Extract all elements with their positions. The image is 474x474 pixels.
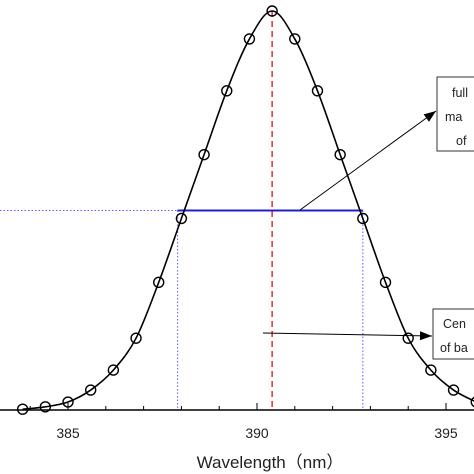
- fwhm-annotation-arrow-head: [423, 111, 436, 122]
- data-point: [311, 85, 324, 97]
- data-point: [16, 403, 29, 415]
- tick-layer: 385 390 395: [29, 403, 458, 441]
- x-tick-label: 395: [434, 425, 458, 441]
- data-point: [243, 33, 256, 45]
- data-point: [175, 212, 188, 225]
- annotation-fwhm-line-3: of: [456, 134, 467, 148]
- annotation-fwhm-line-2: ma: [445, 110, 462, 124]
- annotation-center-box: [432, 308, 474, 360]
- data-point: [39, 401, 52, 413]
- curve-layer: [22, 10, 474, 410]
- marker-layer: [16, 5, 474, 415]
- arrow-layer: [262, 110, 437, 341]
- data-point: [221, 85, 233, 97]
- annotation-center-line-2: of ba: [440, 341, 468, 355]
- data-point: [402, 332, 414, 344]
- annotation-fwhm-box: [436, 76, 474, 152]
- data-point: [107, 364, 120, 376]
- data-point: [266, 5, 278, 17]
- center-annotation-arrow-head: [419, 331, 432, 341]
- annotation-fwhm: full ma of: [436, 76, 474, 152]
- data-point: [470, 396, 474, 408]
- data-point: [357, 212, 369, 225]
- annotation-center-line-1: Cen: [443, 317, 466, 331]
- annotation-fwhm-line-1: full: [452, 86, 468, 100]
- data-point: [153, 276, 165, 289]
- data-point: [84, 384, 97, 396]
- data-point: [447, 384, 460, 396]
- data-point: [130, 332, 142, 344]
- x-tick-label: 385: [56, 425, 80, 441]
- center-annotation-arrow: [262, 332, 433, 337]
- data-point: [198, 148, 210, 161]
- x-axis-label: Wavelength（nm）: [197, 453, 344, 472]
- data-point: [289, 33, 301, 45]
- data-point: [425, 364, 437, 376]
- spectrum-curve: [22, 10, 474, 410]
- x-tick-label: 390: [245, 425, 269, 441]
- data-point: [334, 148, 346, 161]
- data-point: [379, 276, 392, 289]
- fwhm-layer: [0, 11, 364, 410]
- annotation-center: Cen of ba: [432, 308, 474, 360]
- fwhm-annotation-arrow: [299, 110, 437, 211]
